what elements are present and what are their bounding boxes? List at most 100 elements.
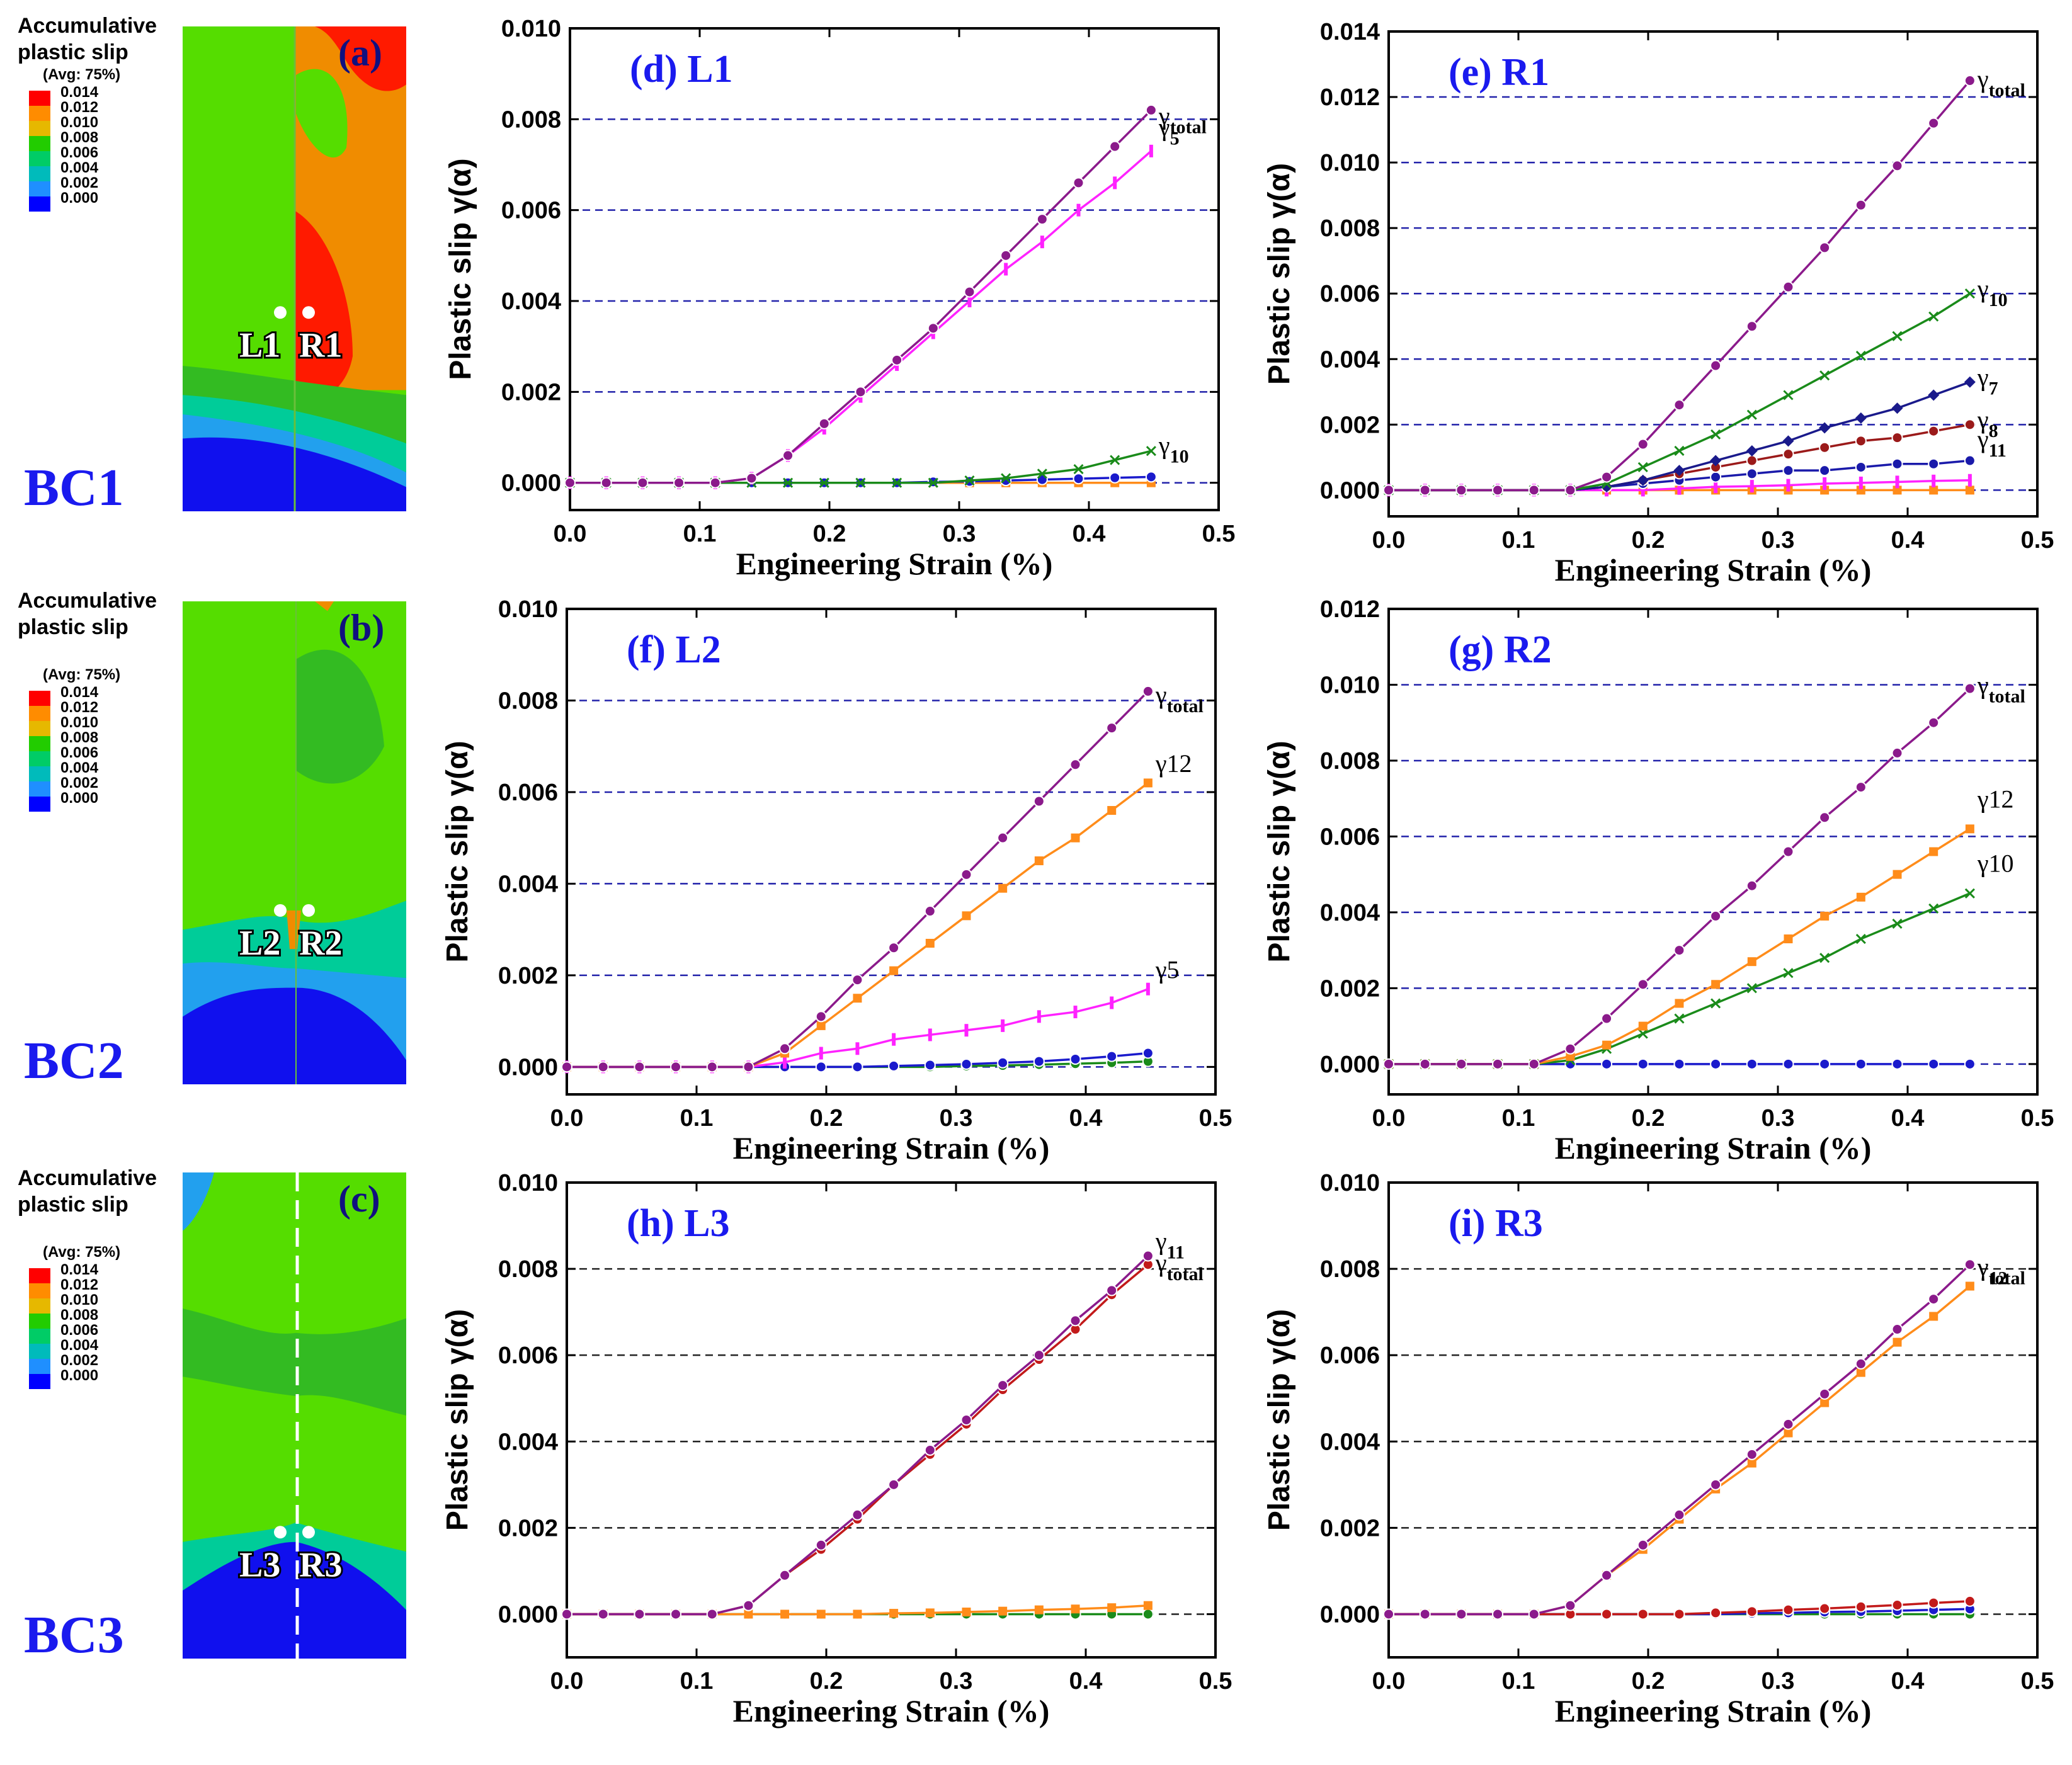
data-point: [1782, 846, 1794, 858]
measurement-point: [274, 1526, 287, 1539]
legend-swatch: [29, 706, 50, 721]
data-point: [1820, 1398, 1830, 1407]
y-tick-label: 0.002: [1320, 975, 1380, 1002]
data-point: [1819, 953, 1830, 963]
data-point: [1964, 419, 1976, 431]
data-point: [1891, 1324, 1903, 1336]
fe-region: [183, 987, 406, 1084]
data-point: [561, 1061, 572, 1073]
fe-region: [296, 69, 348, 158]
data-point: [962, 911, 971, 921]
x-tick-label: 0.0: [550, 1668, 584, 1694]
series-line-g11b: [567, 1263, 1149, 1616]
series-label: γ8: [1977, 406, 1998, 441]
data-point: [1782, 281, 1794, 293]
y-tick-label: 0.002: [498, 1515, 558, 1541]
x-tick-label: 0.5: [2021, 1105, 2054, 1132]
data-point: [1819, 1388, 1831, 1400]
data-point: [819, 1047, 823, 1060]
y-tick-label: 0.004: [498, 1429, 558, 1455]
data-point: [673, 477, 685, 489]
data-point: [924, 1444, 936, 1456]
data-point: [1601, 1608, 1613, 1620]
data-point: [853, 1609, 862, 1619]
data-point: [1641, 484, 1645, 497]
chart-e: 0.000 0.002 0.004 0.006 0.008 0.010 0.012 0.014…: [1263, 19, 2054, 587]
data-point: [1675, 999, 1684, 1008]
data-point: [1784, 934, 1793, 944]
data-point: [964, 475, 975, 486]
y-tick-label: 0.008: [501, 106, 561, 133]
data-point: [1928, 311, 1939, 322]
data-point: [925, 938, 935, 948]
legend-tick: 0.006: [60, 1322, 98, 1339]
data-point: [855, 477, 866, 488]
data-point: [706, 1608, 718, 1620]
data-point: [1747, 957, 1756, 967]
y-tick-label: 0.004: [1320, 900, 1380, 926]
series-label: γ12: [1155, 749, 1192, 778]
data-point: [1746, 445, 1758, 457]
data-point: [1528, 1608, 1540, 1620]
x-tick-label: 0.5: [1199, 1105, 1232, 1132]
data-point: [960, 1058, 972, 1070]
legend-swatch: [29, 1314, 50, 1329]
data-point: [924, 1059, 936, 1071]
x-tick-label: 0.2: [813, 521, 846, 547]
fe-region: [295, 210, 353, 405]
legend-swatch: [29, 181, 50, 196]
series-label: γ12: [1977, 1253, 2008, 1289]
data-point: [1145, 104, 1157, 116]
x-tick-label: 0.1: [680, 1105, 714, 1132]
series-label: γ12: [1977, 785, 2014, 813]
legend-tick: 0.004: [60, 159, 99, 176]
data-point: [888, 1060, 900, 1072]
data-point: [1711, 980, 1721, 989]
data-point: [1076, 203, 1081, 217]
fe-panel-c: (c) L3 R3 BC3 Accumulative plastic slip (Avg: …: [18, 1166, 406, 1664]
panel-label: (a): [338, 32, 382, 74]
data-point: [600, 477, 612, 489]
x-tick-label: 0.2: [1632, 527, 1665, 553]
data-point: [892, 1033, 896, 1046]
data-point: [1034, 1605, 1044, 1615]
legend-tick: 0.014: [60, 1261, 99, 1278]
data-point: [1782, 1604, 1794, 1616]
data-point: [1855, 351, 1866, 361]
boundary-condition-label: BC3: [24, 1606, 124, 1664]
data-point: [1040, 236, 1044, 249]
x-tick-label: 0.3: [940, 1668, 973, 1694]
data-point: [1673, 1509, 1685, 1521]
data-point: [1855, 781, 1867, 793]
legend-tick: 0.004: [60, 1337, 99, 1354]
data-point: [1110, 455, 1120, 465]
data-point: [1602, 1040, 1612, 1050]
x-axis-label: Engineering Strain (%): [736, 546, 1053, 581]
data-point: [1784, 1428, 1793, 1438]
data-point: [1782, 1418, 1794, 1430]
legend-tick: 0.014: [60, 84, 99, 101]
legend-title: Accumulative: [18, 1166, 157, 1190]
data-point: [997, 1380, 1009, 1392]
data-point: [1859, 476, 1863, 489]
data-point: [960, 1414, 972, 1426]
data-point: [1674, 445, 1685, 457]
data-point: [1109, 472, 1121, 484]
legend-title: plastic slip: [18, 1193, 128, 1217]
chart-h: 0.000 0.002 0.004 0.006 0.008 0.010 0.0 0.1 0.2 0…: [441, 1170, 1232, 1728]
data-point: [1004, 263, 1008, 276]
y-tick-label: 0.004: [501, 288, 561, 315]
data-point: [855, 1042, 860, 1055]
data-point: [1710, 455, 1722, 467]
x-tick-label: 0.0: [1372, 1668, 1406, 1694]
legend-tick: 0.004: [60, 759, 99, 776]
data-point: [1891, 402, 1903, 414]
data-point: [964, 286, 976, 298]
legend-tick: 0.010: [60, 714, 98, 731]
data-point: [709, 477, 721, 489]
data-point: [998, 883, 1008, 893]
legend-swatch: [29, 121, 50, 136]
data-point: [1928, 1597, 1940, 1609]
point-label: L2: [239, 924, 280, 963]
y-tick-label: 0.006: [1320, 824, 1380, 850]
